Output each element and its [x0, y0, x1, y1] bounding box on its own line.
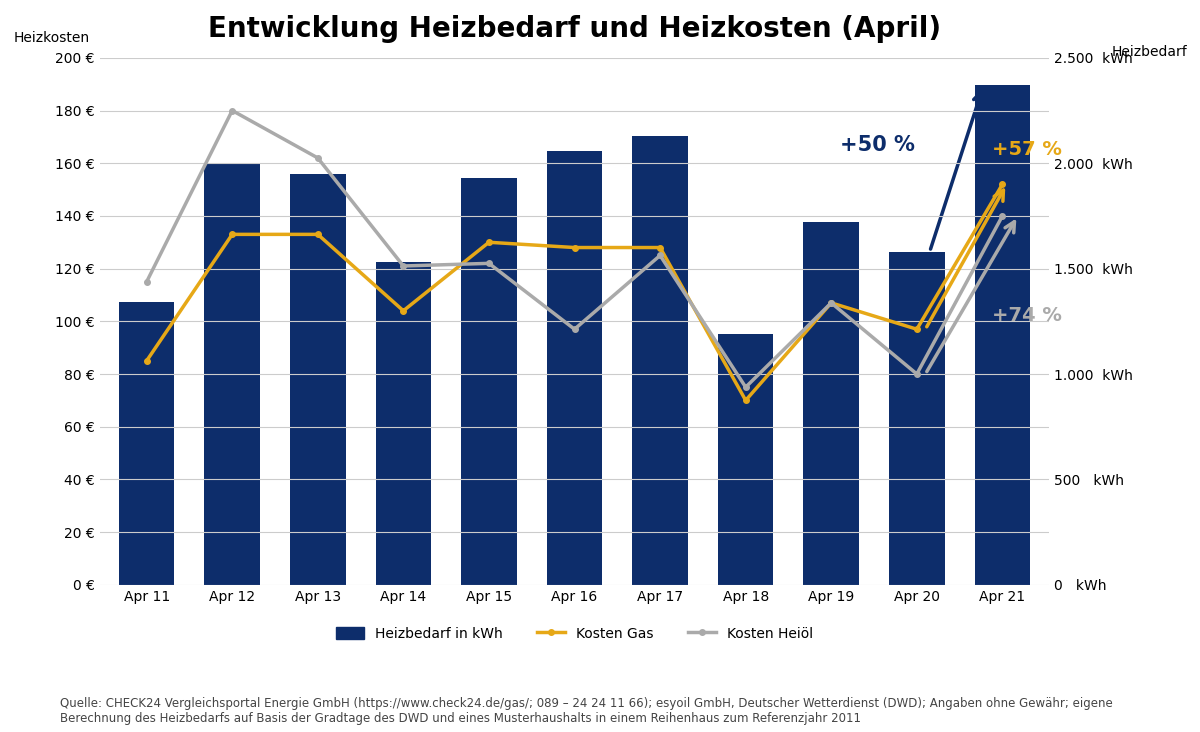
Bar	[632, 136, 688, 585]
Bar	[974, 85, 1031, 585]
Kosten Gas	[396, 307, 410, 315]
Bar	[889, 252, 944, 585]
Kosten Gas	[824, 299, 839, 307]
Line: Kosten Heiöl: Kosten Heiöl	[144, 108, 1006, 390]
Kosten Gas	[738, 396, 752, 405]
Text: +57 %: +57 %	[992, 141, 1062, 160]
Kosten Gas	[910, 325, 924, 334]
Y-axis label: Heizkosten: Heizkosten	[14, 31, 90, 45]
Text: +74 %: +74 %	[992, 306, 1062, 325]
Bar	[290, 173, 346, 585]
Kosten Heiöl	[139, 277, 154, 286]
Bar	[204, 163, 260, 585]
Kosten Gas	[995, 180, 1009, 189]
Kosten Gas	[139, 356, 154, 365]
Kosten Heiöl	[311, 154, 325, 163]
Text: +50 %: +50 %	[840, 135, 914, 154]
Legend: Heizbedarf in kWh, Kosten Gas, Kosten Heiöl: Heizbedarf in kWh, Kosten Gas, Kosten He…	[330, 621, 818, 646]
Bar	[547, 151, 602, 585]
Bar	[119, 302, 174, 585]
Bar	[376, 262, 431, 585]
Kosten Heiöl	[910, 370, 924, 378]
Kosten Gas	[226, 230, 240, 239]
Kosten Heiöl	[738, 383, 752, 392]
Kosten Heiöl	[481, 259, 496, 268]
Y-axis label: Heizbedarf: Heizbedarf	[1111, 45, 1187, 59]
Bar	[461, 178, 517, 585]
Kosten Gas	[481, 238, 496, 247]
Bar	[804, 223, 859, 585]
Kosten Heiöl	[226, 106, 240, 115]
Kosten Heiöl	[568, 325, 582, 334]
Kosten Gas	[653, 243, 667, 252]
Kosten Heiöl	[653, 251, 667, 260]
Line: Kosten Gas: Kosten Gas	[144, 182, 1006, 403]
Kosten Heiöl	[396, 261, 410, 270]
Text: Quelle: CHECK24 Vergleichsportal Energie GmbH (https://www.check24.de/gas/; 089 : Quelle: CHECK24 Vergleichsportal Energie…	[60, 697, 1112, 725]
Title: Entwicklung Heizbedarf und Heizkosten (April): Entwicklung Heizbedarf und Heizkosten (A…	[208, 15, 941, 43]
Kosten Heiöl	[824, 299, 839, 307]
Kosten Heiöl	[995, 212, 1009, 220]
Kosten Gas	[568, 243, 582, 252]
Bar	[718, 334, 774, 585]
Kosten Gas	[311, 230, 325, 239]
